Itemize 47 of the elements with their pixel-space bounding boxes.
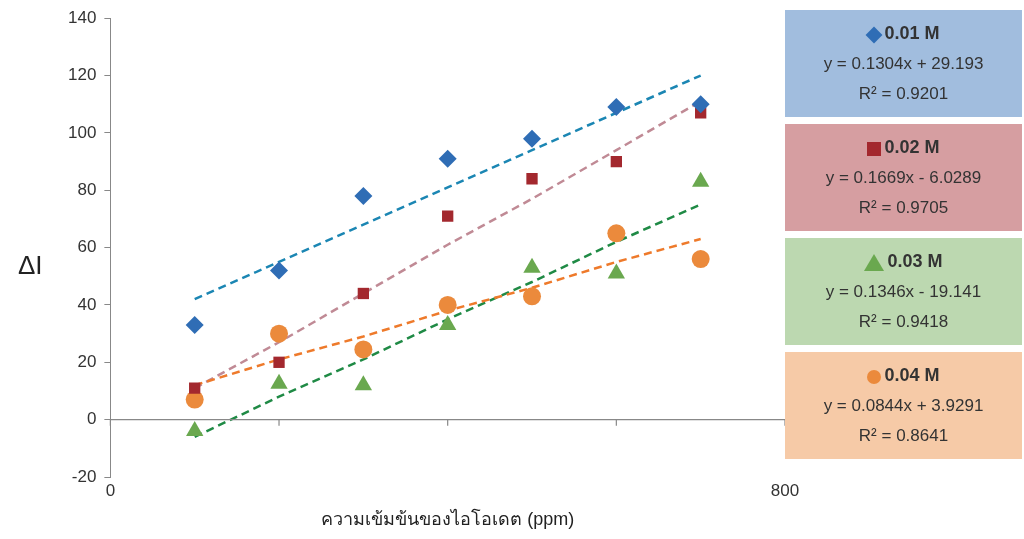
point	[185, 316, 204, 335]
text: R² = 0.9705	[857, 197, 950, 219]
point	[438, 149, 457, 168]
point	[354, 375, 373, 391]
text: y = 0.1669x - 6.0289	[824, 167, 983, 189]
point	[523, 129, 542, 148]
y-tick-label: 0	[86, 409, 97, 429]
y-tick-label: 100	[67, 122, 97, 142]
point	[607, 224, 626, 243]
text: R² = 0.9418	[857, 311, 950, 333]
text: y = 0.1304x + 29.193	[822, 53, 985, 75]
point	[273, 356, 285, 368]
point	[523, 287, 542, 306]
y-axis-title: ΔI	[18, 250, 43, 281]
point	[691, 95, 710, 114]
point	[354, 186, 373, 205]
x-tick-label: 800	[770, 480, 800, 500]
point	[691, 250, 710, 269]
y-tick-label: 20	[77, 351, 97, 371]
y-tick-label: 60	[77, 237, 97, 257]
point	[357, 287, 370, 300]
point	[442, 210, 454, 222]
y-tick-label: 140	[67, 7, 97, 27]
point	[270, 261, 289, 280]
text: R² = 0.8641	[857, 425, 950, 447]
point	[526, 173, 538, 185]
point	[607, 98, 626, 117]
point	[189, 382, 201, 394]
point	[610, 155, 622, 168]
y-tick-label: -20	[71, 466, 97, 486]
line-series	[193, 74, 702, 301]
legend-label: 0.02 M	[884, 137, 940, 157]
legend-label: 0.03 M	[887, 251, 943, 271]
text: y = 0.0844x + 3.9291	[822, 395, 985, 417]
text: y = 0.1346x - 19.141	[824, 281, 983, 303]
x-axis-title: ความเข้มข้นของไอโอเดต (ppm)	[321, 508, 575, 530]
legend-label: 0.01 M	[884, 23, 940, 43]
point	[439, 315, 457, 331]
point	[270, 324, 289, 343]
y-tick-label: 80	[77, 179, 97, 199]
point	[354, 340, 373, 359]
point	[186, 421, 204, 437]
y-tick-label: 40	[77, 294, 97, 314]
y-tick-label: 120	[67, 65, 97, 85]
legend-label: 0.04 M	[884, 365, 940, 385]
text: R² = 0.9201	[857, 83, 950, 105]
point	[438, 295, 457, 314]
